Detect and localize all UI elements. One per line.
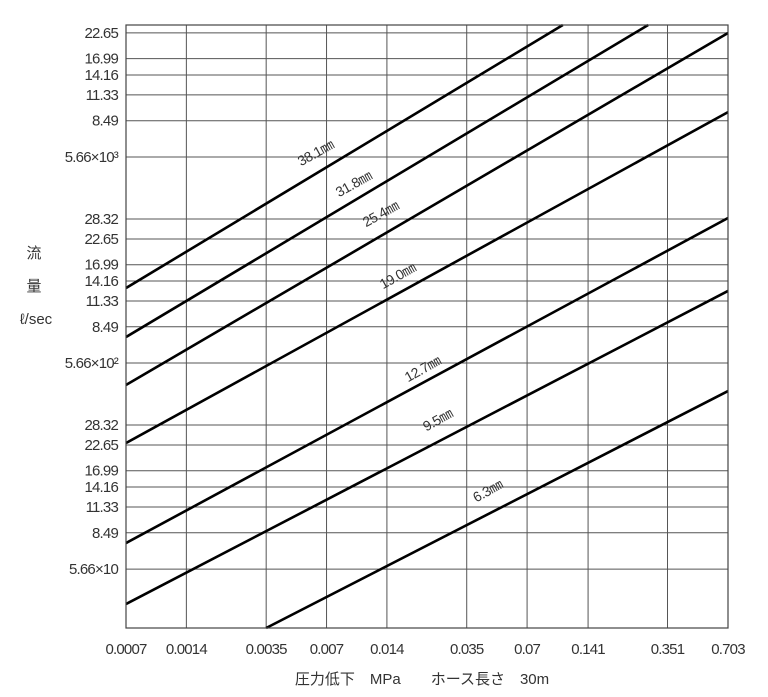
x-tick-label: 0.007 xyxy=(310,641,344,658)
series-line xyxy=(265,389,729,630)
x-tick-label: 0.0035 xyxy=(246,641,288,658)
y-tick-label: 14.16 xyxy=(84,67,118,84)
y-tick-label: 8.49 xyxy=(92,525,118,542)
y-tick-label: 22.65 xyxy=(84,231,118,248)
plot-frame xyxy=(125,24,729,629)
y-tick-label: 28.32 xyxy=(84,211,118,228)
y-tick-label: 11.33 xyxy=(86,499,119,516)
series-line xyxy=(125,289,729,606)
x-tick-label: 0.0014 xyxy=(166,641,208,658)
series-label: 12.7㎜ xyxy=(402,352,444,385)
y-tick-label: 16.99 xyxy=(84,463,118,480)
series-label: 9.5㎜ xyxy=(420,405,456,434)
series-lines xyxy=(125,23,729,630)
y-tick-label: 22.65 xyxy=(84,437,118,454)
x-tick-label: 0.014 xyxy=(370,641,404,658)
x-tick-label: 0.0007 xyxy=(105,641,147,658)
grid xyxy=(125,25,729,628)
y-tick-label: 14.16 xyxy=(84,273,118,290)
x-tick-label: 0.07 xyxy=(514,641,540,658)
y-tick-label: 8.49 xyxy=(92,113,118,130)
y-tick-label: 16.99 xyxy=(84,51,118,68)
y-tick-label: 22.65 xyxy=(84,25,118,42)
y-tick-label: 11.33 xyxy=(86,87,119,104)
series-label: 25.4㎜ xyxy=(360,197,402,230)
series-label: 19.0㎜ xyxy=(377,259,419,292)
y-tick-label: 14.16 xyxy=(84,479,118,496)
series-label: 31.8㎜ xyxy=(333,167,375,200)
y-axis-label-2: 量 xyxy=(26,278,41,295)
x-tick-label: 0.141 xyxy=(571,641,605,658)
y-tick-label: 8.49 xyxy=(92,319,118,336)
y-tick-label: 5.66×10³ xyxy=(65,149,119,166)
x-tick-label: 0.703 xyxy=(711,641,745,658)
y-tick-labels: 5.66×108.4911.3314.1616.9922.6528.325.66… xyxy=(65,25,120,578)
y-axis-label-3: ℓ/sec xyxy=(20,311,53,328)
series-line xyxy=(125,216,729,545)
x-axis-label: 圧力低下 MPa ホース長さ 30m xyxy=(295,671,549,688)
y-tick-label: 28.32 xyxy=(84,417,118,434)
x-tick-label: 0.035 xyxy=(450,641,484,658)
x-tick-labels: 0.0007 0.0014 0.0035 0.007 0.014 0.035 0.07 0.1… xyxy=(105,641,746,658)
y-tick-label: 5.66×10² xyxy=(65,355,119,372)
series-line xyxy=(125,23,564,290)
y-axis-label-1: 流 xyxy=(26,245,41,262)
series-label: 6.3㎜ xyxy=(470,476,506,505)
y-tick-label: 16.99 xyxy=(84,257,118,274)
y-tick-label: 5.66×10 xyxy=(69,561,118,578)
series-line xyxy=(125,31,729,387)
series-line xyxy=(125,110,729,445)
series-line xyxy=(125,23,649,339)
x-tick-label: 0.351 xyxy=(651,641,685,658)
y-tick-label: 11.33 xyxy=(86,293,119,310)
